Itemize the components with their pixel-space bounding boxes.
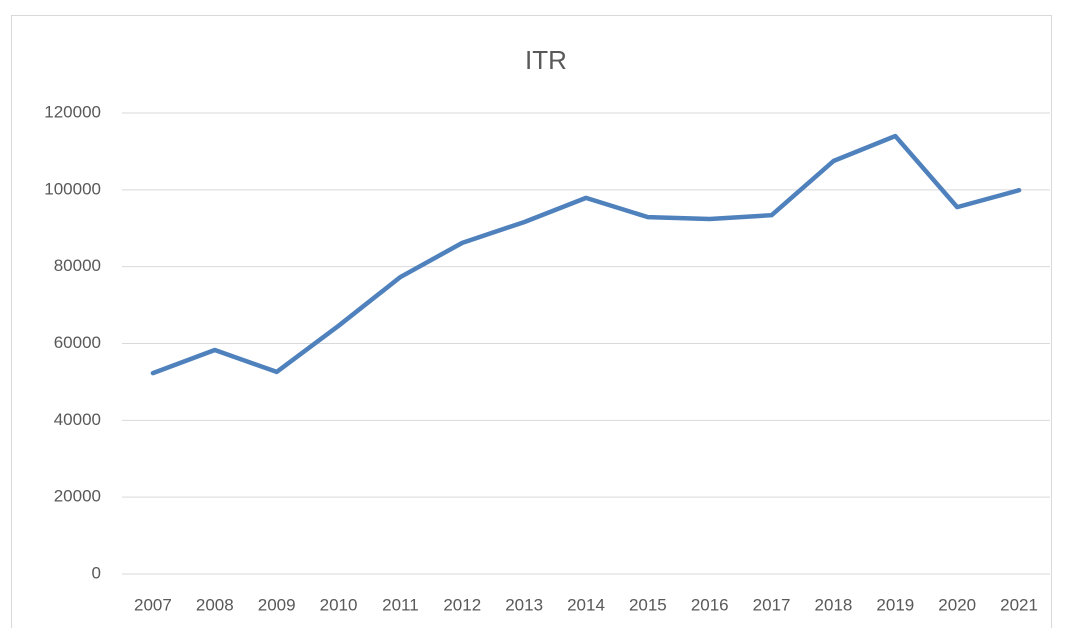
x-tick-label: 2016: [691, 595, 729, 614]
x-tick-label: 2009: [258, 595, 296, 614]
y-tick-label: 60000: [54, 333, 101, 352]
x-tick-label: 2008: [196, 595, 234, 614]
line-series: [150, 133, 1022, 376]
y-tick-label: 0: [92, 563, 101, 582]
x-tick-label: 2021: [1000, 595, 1038, 614]
x-tick-label: 2014: [567, 595, 605, 614]
x-tick-label: 2015: [629, 595, 667, 614]
x-tick-label: 2011: [382, 595, 419, 614]
x-tick-label: 2010: [320, 595, 358, 614]
x-tick-label: 2013: [505, 595, 543, 614]
x-tick-label: 2019: [876, 595, 914, 614]
x-tick-label: 2018: [815, 595, 853, 614]
x-tick-label: 2017: [753, 595, 791, 614]
chart-title: ITR: [525, 45, 567, 75]
y-tick-label: 120000: [44, 102, 101, 121]
y-tick-label: 80000: [54, 256, 101, 275]
chart-border: [11, 15, 1052, 628]
y-tick-label: 100000: [44, 179, 101, 198]
x-tick-label: 2020: [938, 595, 976, 614]
x-tick-label: 2012: [443, 595, 481, 614]
x-tick-label: 2007: [134, 595, 172, 614]
y-tick-label: 20000: [54, 487, 101, 506]
y-tick-label: 40000: [54, 410, 101, 429]
